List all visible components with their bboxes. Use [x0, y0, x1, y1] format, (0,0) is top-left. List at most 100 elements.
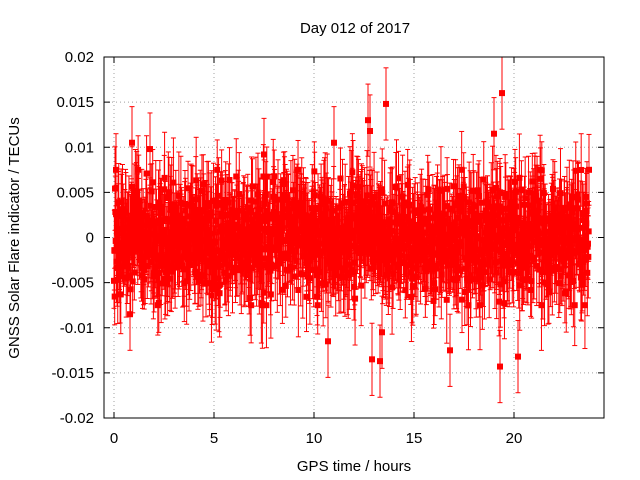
marker [226, 176, 233, 183]
marker [316, 269, 323, 276]
marker [247, 243, 254, 250]
marker [317, 228, 324, 235]
marker [114, 264, 121, 271]
marker [199, 219, 206, 226]
marker [393, 183, 400, 190]
marker [402, 287, 409, 294]
marker [267, 291, 274, 298]
marker [140, 212, 147, 219]
marker [165, 194, 172, 201]
marker [289, 187, 296, 194]
marker [172, 243, 179, 250]
marker [208, 230, 215, 237]
marker [128, 183, 135, 190]
marker [204, 257, 211, 264]
marker [259, 302, 266, 309]
marker [155, 199, 162, 206]
marker [139, 272, 146, 279]
marker [185, 185, 192, 192]
marker [233, 266, 240, 273]
marker [152, 203, 159, 210]
marker [206, 263, 213, 270]
marker [182, 253, 189, 260]
marker [404, 262, 411, 269]
marker [143, 170, 150, 177]
marker [141, 276, 148, 283]
marker [252, 261, 259, 268]
marker [274, 196, 281, 203]
marker [170, 235, 177, 242]
marker [119, 249, 126, 256]
marker [282, 282, 289, 289]
marker [419, 207, 426, 214]
marker [249, 183, 256, 190]
marker [424, 191, 431, 198]
marker [174, 254, 181, 261]
marker [428, 235, 435, 242]
marker [180, 222, 187, 229]
marker [236, 191, 243, 198]
marker [353, 246, 360, 253]
marker [171, 217, 178, 224]
marker [210, 198, 217, 205]
marker [207, 212, 214, 219]
marker [281, 250, 288, 257]
marker [162, 215, 169, 222]
marker [169, 268, 176, 275]
marker [117, 273, 124, 280]
marker [222, 260, 229, 267]
marker [243, 211, 250, 218]
marker [161, 275, 168, 282]
marker [310, 250, 317, 257]
marker [216, 228, 223, 235]
marker [389, 200, 396, 207]
marker [429, 266, 436, 273]
marker [279, 211, 286, 218]
marker [127, 286, 134, 293]
marker [156, 269, 163, 276]
marker [135, 166, 142, 173]
marker [267, 211, 274, 218]
marker [411, 252, 418, 259]
marker [294, 237, 301, 244]
marker [243, 261, 250, 268]
marker [222, 199, 229, 206]
marker [290, 225, 297, 232]
marker [432, 286, 439, 293]
marker [208, 292, 215, 299]
marker [377, 212, 384, 219]
marker [340, 267, 347, 274]
marker [211, 238, 218, 245]
marker [155, 299, 162, 306]
marker [217, 262, 224, 269]
marker [293, 257, 300, 264]
marker [252, 198, 259, 205]
marker [433, 205, 440, 212]
marker [233, 173, 240, 180]
marker [213, 217, 220, 224]
marker [235, 244, 242, 251]
marker [339, 249, 346, 256]
marker [166, 189, 173, 196]
marker [314, 302, 321, 309]
marker [114, 229, 121, 236]
marker [414, 208, 421, 215]
marker [160, 226, 167, 233]
marker [387, 204, 394, 211]
marker [164, 253, 171, 260]
marker [111, 293, 118, 300]
marker [446, 262, 453, 269]
marker [129, 278, 136, 285]
marker [330, 263, 337, 270]
marker [132, 187, 139, 194]
marker [437, 187, 444, 194]
marker [203, 249, 210, 256]
marker [215, 275, 222, 282]
marker [336, 264, 343, 271]
marker [391, 209, 398, 216]
marker [315, 204, 322, 211]
data-point [260, 261, 267, 324]
marker [171, 249, 178, 256]
marker [361, 198, 368, 205]
